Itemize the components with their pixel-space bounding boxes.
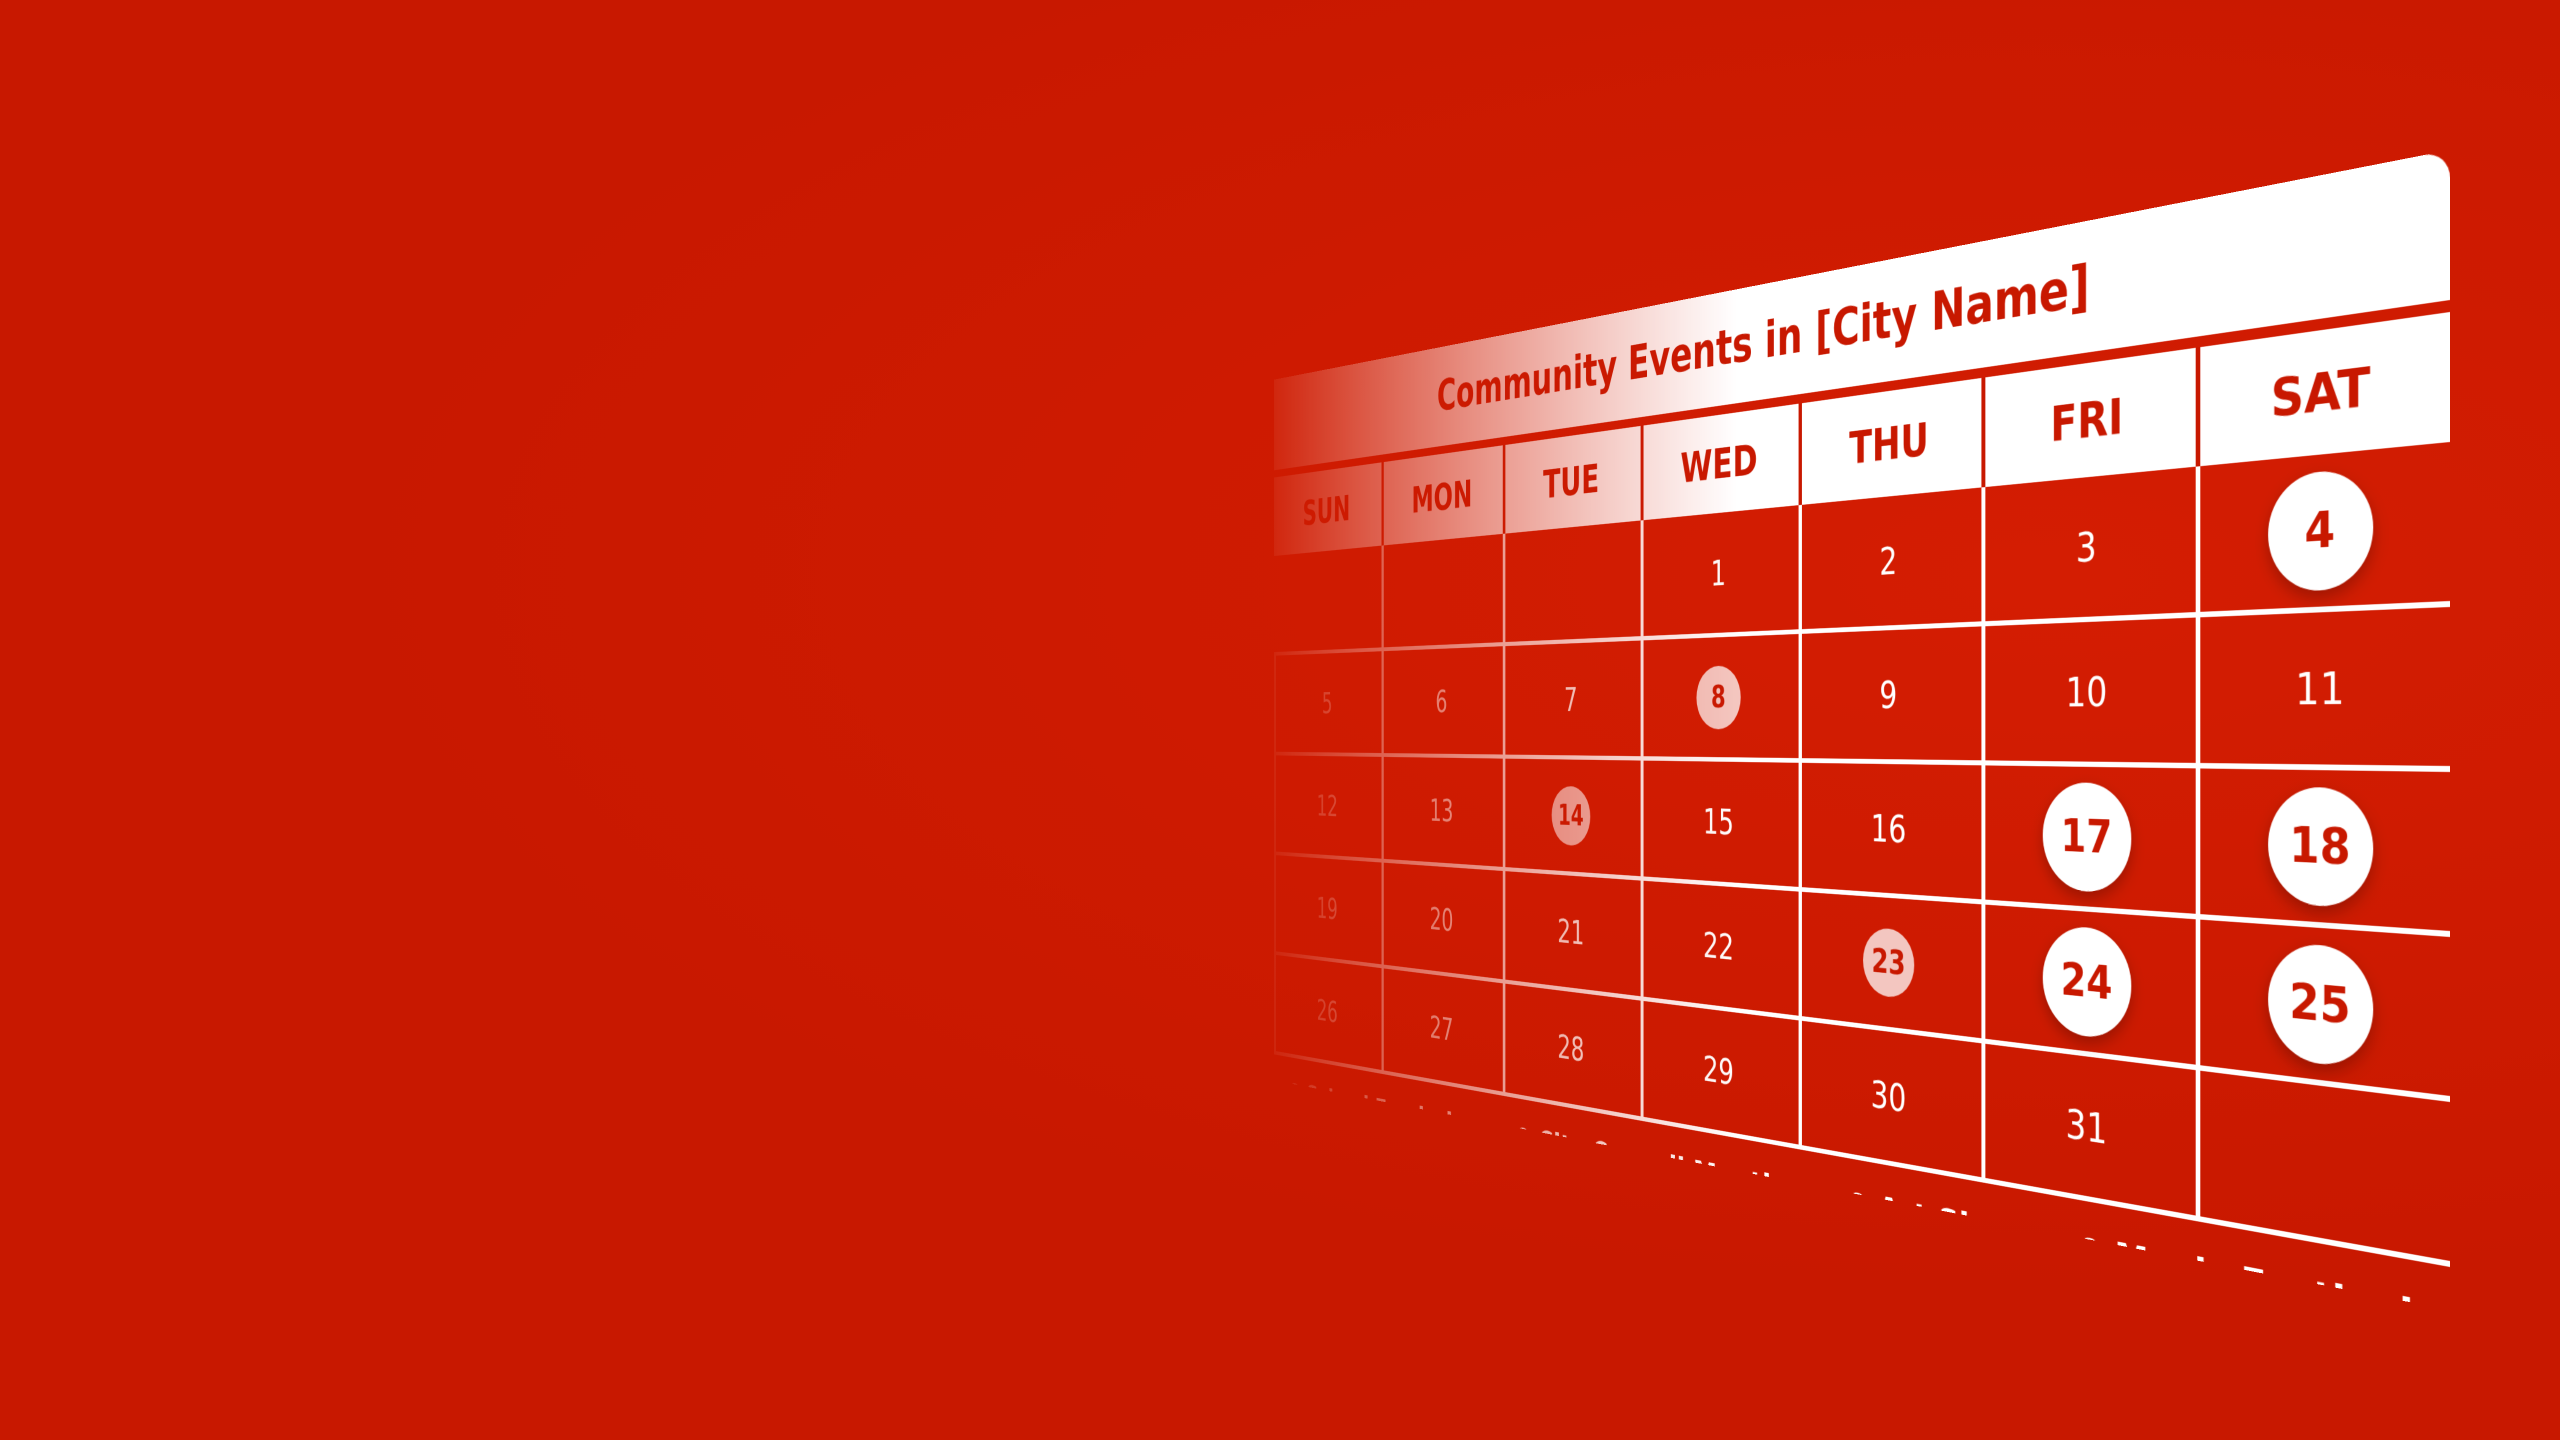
day-number: 10 xyxy=(2065,667,2108,716)
weekday-label: FRI xyxy=(1981,347,2196,488)
day-cell: 24 xyxy=(1981,904,2196,1071)
event-day: 17 xyxy=(2042,781,2132,894)
day-number: 16 xyxy=(1870,806,1907,852)
weekday-label: THU xyxy=(1798,377,1982,506)
day-number: 13 xyxy=(1429,792,1454,829)
day-cell: 7 xyxy=(1502,640,1641,761)
day-number: 19 xyxy=(1316,890,1338,927)
day-number: 28 xyxy=(1557,1026,1585,1070)
day-cell: 10 xyxy=(1981,617,2196,769)
weekday-label: WED xyxy=(1640,403,1799,521)
date-grid: 1 2 3 4 5 6 7 8 9 10 11 12 13 14 15 16 17 18 19 20 21 22 23 24 2… xyxy=(1273,442,2450,1267)
day-number: 26 xyxy=(1316,992,1338,1030)
day-cell xyxy=(1273,545,1382,656)
event-day: 25 xyxy=(2268,940,2374,1070)
day-number: 30 xyxy=(1870,1071,1907,1121)
weekday-label: MON xyxy=(1381,445,1503,546)
day-number: 7 xyxy=(1564,680,1578,719)
day-cell: 22 xyxy=(1640,880,1799,1021)
event-day: 23 xyxy=(1863,926,1915,1000)
event-day: 18 xyxy=(2268,785,2374,909)
day-cell: 6 xyxy=(1381,646,1503,759)
day-cell: 17 xyxy=(1981,765,2196,920)
day-cell xyxy=(1502,520,1641,647)
day-cell xyxy=(1381,533,1503,652)
day-cell: 3 xyxy=(1981,466,2196,627)
day-cell: 4 xyxy=(2195,442,2450,618)
day-cell: 27 xyxy=(1381,968,1503,1096)
legend-item: Art Show xyxy=(1848,1182,2030,1263)
calendar: Community Events in [City Name] SUN MON TU… xyxy=(1273,150,2450,1343)
day-number: 11 xyxy=(2295,661,2345,715)
day-number: 31 xyxy=(2065,1099,2108,1154)
day-cell: 14 xyxy=(1502,758,1641,881)
day-number: 22 xyxy=(1703,924,1734,968)
day-number: 12 xyxy=(1316,788,1338,823)
event-day: 8 xyxy=(1696,664,1741,729)
day-number: 9 xyxy=(1879,672,1898,717)
weekday-label: TUE xyxy=(1502,425,1641,534)
day-cell: 13 xyxy=(1381,756,1503,871)
day-cell: 23 xyxy=(1798,891,1982,1044)
day-cell: 21 xyxy=(1502,870,1641,1001)
day-number: 6 xyxy=(1435,683,1448,720)
day-number: 2 xyxy=(1879,538,1898,584)
event-day: 24 xyxy=(2042,923,2132,1042)
day-cell: 11 xyxy=(2195,607,2450,772)
day-number: 5 xyxy=(1321,686,1333,720)
day-number: 20 xyxy=(1429,900,1454,939)
day-cell: 9 xyxy=(1798,626,1982,766)
day-cell: 8 xyxy=(1640,633,1799,763)
weekday-label: SAT xyxy=(2195,312,2450,467)
day-number: 15 xyxy=(1703,800,1734,843)
day-number: 21 xyxy=(1557,911,1585,953)
day-cell: 1 xyxy=(1640,505,1799,641)
day-number: 3 xyxy=(2075,522,2097,572)
day-cell: 18 xyxy=(2195,768,2450,937)
day-cell: 2 xyxy=(1798,487,1982,634)
day-cell: 5 xyxy=(1273,651,1382,757)
day-cell: 16 xyxy=(1798,762,1982,905)
day-cell: 26 xyxy=(1273,954,1382,1074)
day-cell: 19 xyxy=(1273,855,1382,969)
event-day: 14 xyxy=(1551,785,1591,847)
day-number: 29 xyxy=(1703,1047,1734,1094)
day-number: 1 xyxy=(1710,551,1727,594)
day-cell: 12 xyxy=(1273,755,1382,863)
day-number: 27 xyxy=(1429,1008,1454,1048)
day-cell: 20 xyxy=(1381,862,1503,984)
weekday-label: SUN xyxy=(1273,462,1382,557)
day-cell: 15 xyxy=(1640,760,1799,892)
event-day: 4 xyxy=(2268,466,2374,593)
